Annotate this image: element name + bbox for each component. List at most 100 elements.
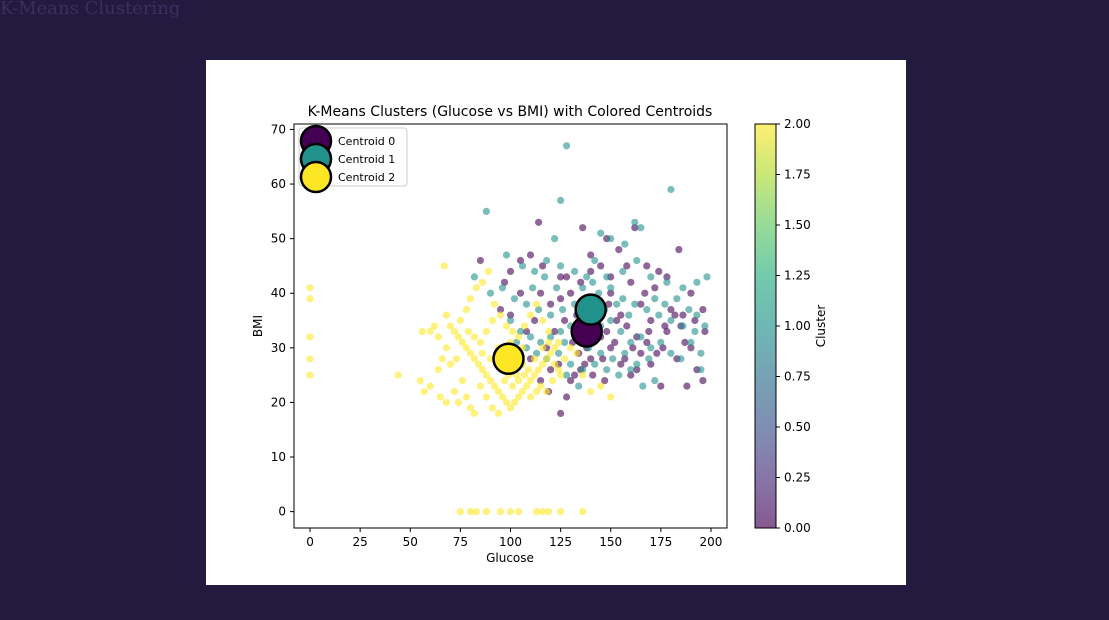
data-point-cluster-2 [306,295,314,303]
data-point-cluster-2 [494,409,503,417]
data-point-cluster-2 [506,508,515,516]
data-point-cluster-0 [561,316,569,325]
data-point-cluster-2 [488,316,497,325]
data-point-cluster-2 [486,377,495,385]
data-point-cluster-0 [537,289,545,297]
data-point-cluster-1 [563,142,571,150]
data-point-cluster-2 [486,355,495,363]
data-point-cluster-2 [478,278,486,286]
data-point-cluster-1 [693,278,701,286]
data-point-cluster-2 [535,366,543,374]
data-point-cluster-1 [637,224,645,232]
data-point-cluster-0 [589,371,597,379]
centroid-1 [574,293,607,326]
data-point-cluster-2 [587,387,595,396]
data-point-cluster-0 [603,327,611,336]
data-point-cluster-2 [472,284,480,292]
data-point-cluster-1 [526,333,535,341]
data-point-cluster-0 [701,327,709,336]
data-point-cluster-0 [615,246,623,254]
data-point-cluster-0 [557,273,565,281]
points-layer [306,142,711,516]
data-point-cluster-0 [587,267,595,275]
data-point-cluster-1 [677,355,685,363]
data-point-cluster-0 [607,344,615,352]
data-point-cluster-1 [625,311,633,319]
data-point-cluster-2 [533,300,541,308]
data-point-cluster-1 [617,327,625,336]
data-point-cluster-0 [629,344,637,352]
data-point-cluster-0 [663,327,671,336]
data-point-cluster-0 [671,311,679,319]
data-point-cluster-2 [533,387,541,396]
data-point-cluster-1 [547,333,555,341]
data-point-cluster-1 [645,355,653,363]
data-point-cluster-2 [466,295,474,303]
data-point-cluster-0 [587,251,595,259]
data-point-cluster-0 [567,377,575,385]
data-point-cluster-1 [535,306,543,314]
data-point-cluster-0 [645,327,653,336]
data-point-cluster-2 [484,267,492,275]
colorbar-label: Cluster [814,305,828,348]
data-point-cluster-1 [619,267,627,275]
data-point-cluster-2 [470,355,478,363]
chart-title: K-Means Clusters (Glucose vs BMI) with C… [308,104,713,120]
data-point-cluster-2 [450,387,458,396]
data-point-cluster-0 [607,289,615,297]
data-point-cluster-2 [510,398,519,406]
data-point-cluster-2 [520,322,529,330]
data-point-cluster-2 [462,393,470,401]
data-point-cluster-1 [621,349,629,357]
data-point-cluster-0 [637,300,645,308]
x-axis: 0 25 50 75 100 125 150 175 200 [306,528,722,549]
data-point-cluster-1 [615,371,623,379]
data-point-cluster-2 [416,377,424,385]
data-point-cluster-2 [551,360,559,368]
data-point-cluster-0 [599,355,607,363]
data-point-cluster-2 [482,393,490,401]
data-point-cluster-2 [418,327,426,336]
data-point-cluster-2 [478,349,486,357]
data-point-cluster-2 [561,355,569,363]
data-point-cluster-1 [518,262,527,270]
data-point-cluster-1 [510,295,519,303]
data-point-cluster-2 [551,344,559,352]
data-point-cluster-2 [539,344,547,352]
data-point-cluster-2 [539,360,547,368]
data-point-cluster-0 [687,289,695,297]
data-point-cluster-2 [555,366,563,374]
data-point-cluster-1 [557,262,565,270]
data-point-cluster-2 [531,371,539,379]
data-point-cluster-2 [440,262,448,270]
y-axis-label: BMI [251,315,265,337]
centroid-layer [492,293,607,376]
data-point-cluster-1 [701,322,709,330]
data-point-cluster-2 [306,355,314,363]
data-point-cluster-2 [454,398,462,406]
data-point-cluster-2 [543,355,551,363]
data-point-cluster-2 [434,366,442,374]
data-point-cluster-1 [633,360,641,368]
data-point-cluster-1 [697,349,705,357]
data-point-cluster-0 [675,246,683,254]
data-point-cluster-2 [442,311,450,319]
data-point-cluster-0 [637,349,645,357]
x-tick-label: 175 [649,535,672,549]
data-point-cluster-1 [533,349,541,357]
data-point-cluster-1 [663,278,671,286]
x-tick-label: 75 [453,535,468,549]
data-point-cluster-2 [579,508,587,516]
colorbar-tick-label: 2.00 [784,117,811,131]
data-point-cluster-0 [681,338,689,346]
data-point-cluster-2 [466,508,474,516]
data-point-cluster-1 [567,360,575,368]
data-point-cluster-1 [679,322,687,330]
data-point-cluster-2 [520,371,529,379]
data-point-cluster-2 [306,284,314,292]
data-point-cluster-1 [657,338,665,346]
data-point-cluster-2 [452,355,460,363]
data-point-cluster-2 [446,360,454,368]
data-point-cluster-1 [697,366,705,374]
data-point-cluster-2 [500,377,509,385]
